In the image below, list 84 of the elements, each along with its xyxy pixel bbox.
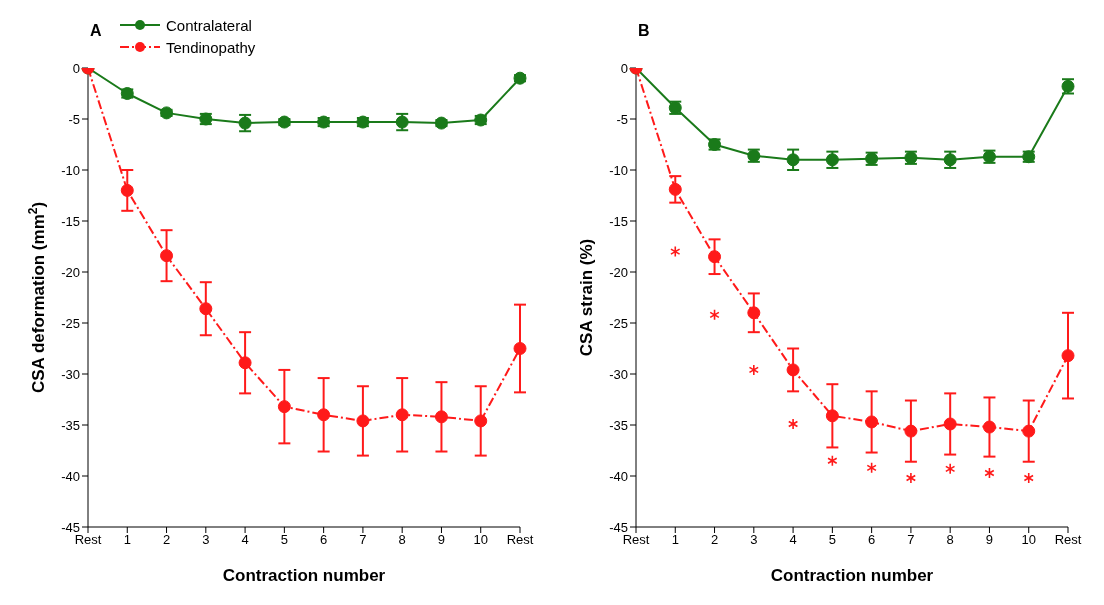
point [708, 250, 722, 264]
point [866, 462, 877, 474]
y-tick-label: -30 [609, 366, 628, 382]
point [747, 306, 761, 320]
point [905, 472, 917, 484]
y-tick-label: -5 [616, 111, 628, 127]
point [434, 410, 448, 424]
point [982, 420, 996, 434]
x-tick-label: 9 [985, 532, 994, 548]
x-tick-label: Rest [506, 532, 534, 548]
y-tick-label: -40 [61, 468, 80, 484]
legend-label: Contralateral [166, 16, 252, 34]
y-tick-label: -30 [61, 366, 80, 382]
y-tick-label: -20 [609, 264, 628, 280]
x-tick-label: 5 [828, 532, 836, 548]
y-tick-label: -15 [609, 213, 628, 229]
point [120, 183, 134, 197]
point [199, 302, 213, 316]
point [277, 400, 291, 414]
y-axis-title: CSA strain (%) [577, 238, 596, 357]
y-tick-label: -15 [61, 213, 80, 229]
y-tick-label: -40 [609, 468, 628, 484]
y-tick-label: -35 [609, 417, 628, 433]
point [945, 463, 956, 475]
x-tick-label: 2 [710, 532, 719, 548]
x-axis-title: Contraction number [222, 566, 386, 585]
point [238, 356, 252, 370]
y-tick-label: -25 [61, 315, 80, 331]
x-tick-label: 6 [868, 532, 876, 548]
x-tick-label: 8 [398, 532, 406, 548]
point [160, 249, 174, 263]
x-axis-title: Contraction number [770, 566, 934, 585]
y-tick-label: -10 [609, 162, 628, 178]
x-tick-label: 7 [907, 532, 915, 548]
x-tick-label: Rest [1054, 532, 1082, 548]
y-tick-label: 0 [620, 60, 628, 76]
point [984, 467, 995, 479]
x-tick-label: 1 [123, 532, 131, 548]
point [827, 454, 838, 467]
point [356, 414, 370, 428]
point [709, 309, 720, 321]
point [1061, 349, 1075, 363]
x-tick-label: 6 [320, 532, 328, 548]
point [1023, 472, 1034, 484]
x-tick-label: 8 [946, 532, 954, 548]
point [395, 408, 409, 422]
point [786, 363, 800, 377]
point [865, 415, 879, 429]
x-tick-label: 4 [241, 532, 249, 548]
x-tick-label: 3 [750, 532, 758, 548]
point [317, 408, 331, 422]
x-tick-label: Rest [622, 532, 650, 548]
point [1022, 424, 1036, 438]
x-tick-label: 2 [162, 532, 171, 548]
x-tick-label: 3 [202, 532, 210, 548]
y-tick-label: 0 [72, 60, 80, 76]
x-tick-label: 9 [437, 532, 446, 548]
y-tick-label: -45 [609, 519, 628, 535]
x-tick-label: Rest [74, 532, 102, 548]
y-tick-label: -10 [61, 162, 80, 178]
x-tick-label: 4 [789, 532, 797, 548]
point [748, 364, 759, 376]
point [787, 418, 799, 430]
x-tick-label: 10 [1021, 532, 1036, 548]
y-tick-label: -20 [61, 264, 80, 280]
y-tick-label: -5 [68, 111, 80, 127]
y-tick-label: -25 [609, 315, 628, 331]
point [904, 424, 918, 438]
point [825, 409, 839, 423]
point [513, 342, 527, 355]
x-tick-label: 10 [473, 532, 488, 548]
legend-label: Tendinopathy [166, 38, 256, 56]
point [668, 182, 682, 196]
x-tick-label: 7 [359, 532, 367, 548]
point [943, 417, 957, 431]
chart-title: A [90, 22, 102, 39]
y-tick-label: -45 [61, 519, 80, 535]
x-tick-label: 5 [280, 532, 288, 548]
x-tick-label: 1 [671, 532, 679, 548]
point [670, 245, 681, 258]
point [786, 153, 800, 167]
point [474, 414, 488, 428]
y-tick-label: -35 [61, 417, 80, 433]
chart-title: B [638, 22, 650, 39]
